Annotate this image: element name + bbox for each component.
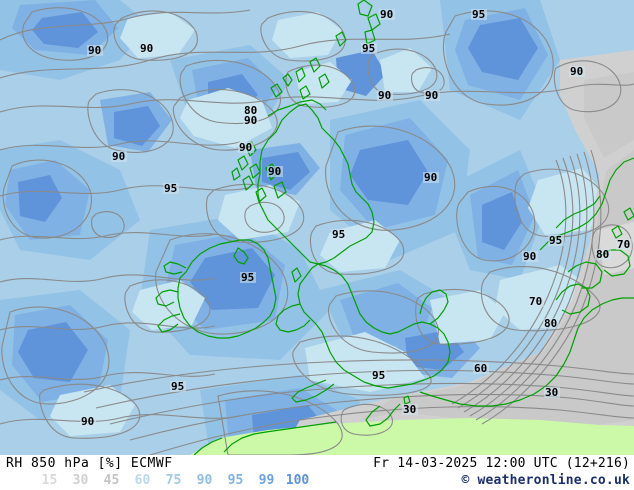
legend-row: 15 30 45 60 75 90 95 99 100 © weatheronline.co.u… <box>0 472 634 490</box>
contour-label-backdrop <box>522 251 538 262</box>
contour-label-backdrop <box>163 183 179 194</box>
contour-label: 90 <box>425 89 438 102</box>
contour-label: 95 <box>171 380 184 393</box>
contour-label-backdrop <box>87 45 103 56</box>
contour-label: 90 <box>81 415 94 428</box>
legend-tick-60[interactable]: 60 <box>134 473 151 488</box>
contour-label: 95 <box>362 42 375 55</box>
contour-lines <box>0 7 634 455</box>
contour-label-backdrop <box>139 43 155 54</box>
contour-label-backdrop <box>377 90 393 101</box>
contour-label-backdrop <box>543 318 559 329</box>
legend-tick-90[interactable]: 90 <box>196 473 213 488</box>
contour-label-backdrop <box>243 105 259 116</box>
contour-label: 95 <box>372 369 385 382</box>
contour-label: 30 <box>403 403 416 416</box>
contour-label: 90 <box>244 114 257 127</box>
contour-label-backdrop <box>548 235 564 246</box>
contour-label: 95 <box>241 271 254 284</box>
copyright-label: © weatheronline.co.uk <box>461 473 630 488</box>
contour-label-backdrop <box>371 370 387 381</box>
contour-label-backdrop <box>595 249 611 260</box>
contour-label-backdrop <box>379 9 395 20</box>
contour-label: 70 <box>617 238 630 251</box>
contour-label-backdrop <box>170 381 186 392</box>
chart-valid-time: Fr 14-03-2025 12:00 UTC (12+216) <box>373 456 630 471</box>
legend-tick-30[interactable]: 30 <box>72 473 89 488</box>
legend-tick-15[interactable]: 15 <box>41 473 58 488</box>
contour-label-backdrop <box>471 9 487 20</box>
contour-label-backdrop <box>544 387 560 398</box>
contour-label: 90 <box>380 8 393 21</box>
contour-label-backdrop <box>331 229 347 240</box>
contour-label: 95 <box>332 228 345 241</box>
contour-label: 80 <box>544 317 557 330</box>
contour-label: 80 <box>596 248 609 261</box>
contour-label-backdrop <box>402 404 418 415</box>
contour-label: 95 <box>549 234 562 247</box>
contour-label: 90 <box>88 44 101 57</box>
contour-label: 30 <box>545 386 558 399</box>
colorbar-tick-labels[interactable]: 15 30 45 60 75 90 95 99 100 <box>34 473 313 488</box>
footer-title-row: RH 850 hPa [%] ECMWF Fr 14-03-2025 12:00… <box>0 455 634 472</box>
contour-label: 60 <box>474 362 487 375</box>
contour-label-backdrop <box>240 272 256 283</box>
contour-label-backdrop <box>424 90 440 101</box>
contour-label: 95 <box>472 8 485 21</box>
contour-label-backdrop <box>238 142 254 153</box>
chart-title: RH 850 hPa [%] ECMWF <box>6 456 173 471</box>
legend-tick-99[interactable]: 99 <box>258 473 275 488</box>
legend-tick-45[interactable]: 45 <box>103 473 120 488</box>
contour-label: 80 <box>244 104 257 117</box>
contour-label-backdrop <box>423 172 439 183</box>
contour-label: 90 <box>424 171 437 184</box>
chart-footer: RH 850 hPa [%] ECMWF Fr 14-03-2025 12:00… <box>0 455 634 490</box>
contour-label: 90 <box>523 250 536 263</box>
map-canvas[interactable]: 90 90 90 95 95 90 90 80 90 90 90 90 90 90 95 95 95 95 90 80… <box>0 0 634 455</box>
contour-label: 70 <box>529 295 542 308</box>
contour-label-backdrop <box>473 363 489 374</box>
contour-label-backdrop <box>616 239 632 250</box>
contour-label-backdrop <box>528 296 544 307</box>
contour-label: 90 <box>378 89 391 102</box>
contour-label: 95 <box>164 182 177 195</box>
contour-label-backdrop <box>243 115 259 126</box>
contour-label: 90 <box>140 42 153 55</box>
contour-label-backdrop <box>361 43 377 54</box>
contour-label-backdrop <box>267 166 283 177</box>
contour-label-backdrop <box>80 416 96 427</box>
legend-tick-95[interactable]: 95 <box>227 473 244 488</box>
contour-label: 90 <box>239 141 252 154</box>
contour-label: 90 <box>268 165 281 178</box>
legend-tick-100[interactable]: 100 <box>285 473 310 488</box>
contour-label-backdrop <box>111 151 127 162</box>
contour-label: 90 <box>570 65 583 78</box>
legend-tick-75[interactable]: 75 <box>165 473 182 488</box>
contour-label-backdrop <box>569 66 585 77</box>
contour-label: 90 <box>112 150 125 163</box>
